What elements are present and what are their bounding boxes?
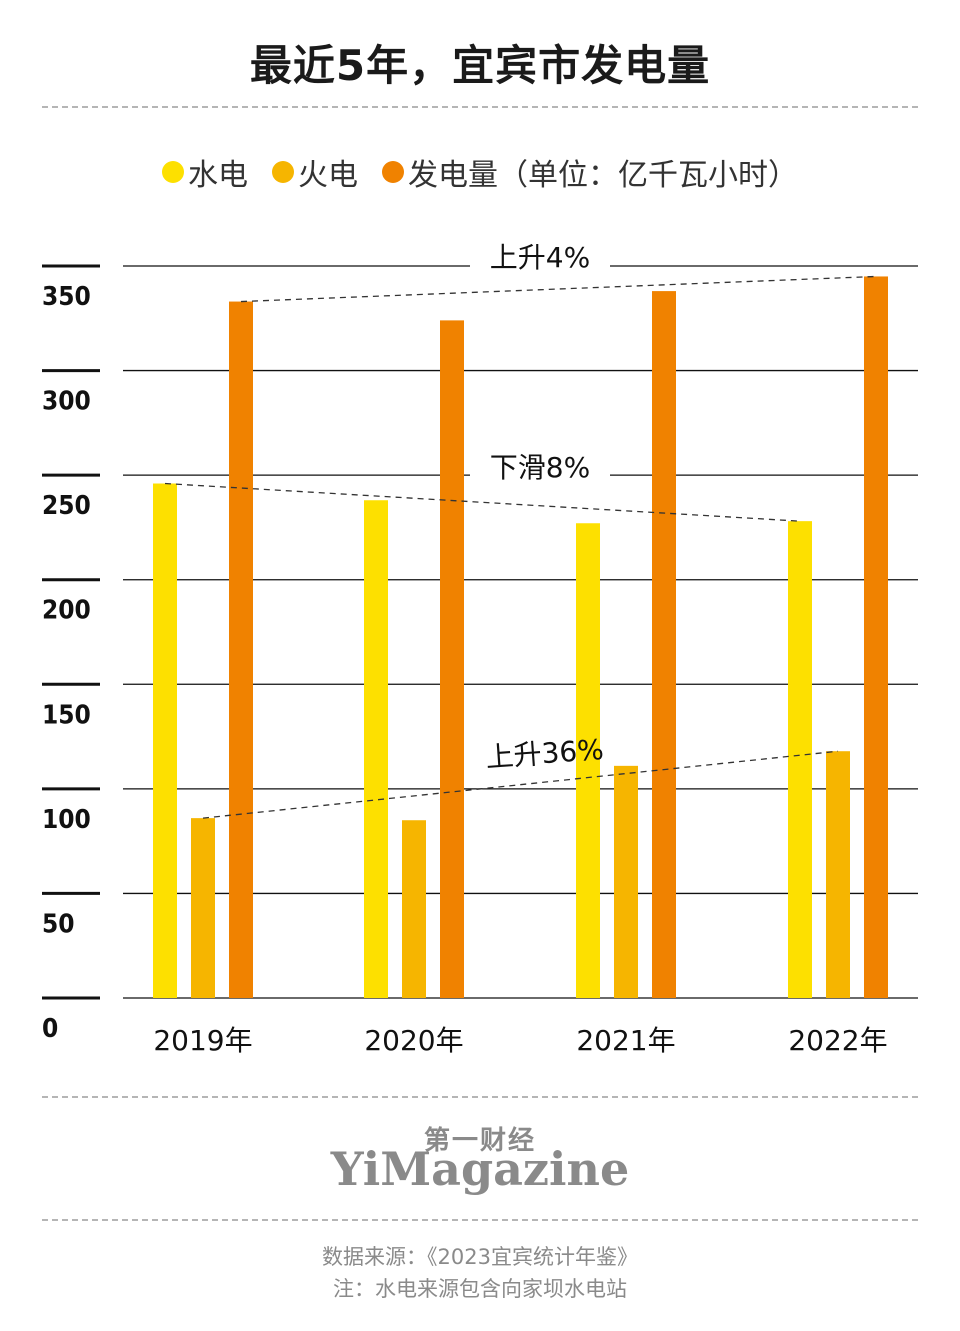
bar-thermal bbox=[614, 765, 638, 998]
x-tick-label: 2020年 bbox=[364, 1024, 463, 1057]
legend-item-thermal: 火电 bbox=[272, 150, 358, 194]
legend-item-hydro: 水电 bbox=[162, 150, 248, 194]
brand-logo-cn: 第一财经 bbox=[423, 1126, 536, 1156]
bottom-divider bbox=[42, 1219, 918, 1221]
y-tick-label: 300 bbox=[42, 387, 91, 417]
middle-divider bbox=[42, 1096, 918, 1098]
legend-dot-hydro bbox=[162, 161, 184, 183]
bar-hydro bbox=[788, 521, 812, 998]
trend-annotation: 下滑8% bbox=[490, 451, 590, 484]
trend-line bbox=[202, 750, 839, 819]
bar-thermal bbox=[191, 818, 215, 998]
trend-line bbox=[240, 275, 877, 303]
legend-label-hydro: 水电 bbox=[188, 158, 248, 193]
bar-hydro bbox=[153, 483, 177, 999]
trend-annotation: 上升4% bbox=[490, 241, 590, 274]
bar-thermal bbox=[826, 751, 850, 998]
brand-logo-en: YiMagazine bbox=[330, 1142, 630, 1196]
y-tick-label: 150 bbox=[42, 700, 91, 730]
bar-chart: 0 50 100 150 200 250 300 350 2019年 2020年 2021年 2022… bbox=[42, 232, 918, 1057]
legend-item-total: 发电量 （单位：亿千瓦小时） bbox=[382, 150, 798, 194]
y-tick-label: 200 bbox=[42, 596, 91, 626]
bar-total bbox=[440, 320, 464, 998]
y-tick-label: 50 bbox=[42, 909, 75, 939]
x-tick-label: 2022年 bbox=[788, 1024, 887, 1057]
chart-legend: 水电 火电 发电量 （单位：亿千瓦小时） bbox=[0, 150, 960, 194]
trend-line bbox=[164, 482, 801, 522]
bar-hydro bbox=[576, 523, 600, 998]
legend-label-total: 发电量 bbox=[408, 158, 498, 193]
legend-label-thermal: 火电 bbox=[298, 158, 358, 193]
bar-total bbox=[864, 276, 888, 998]
bar-thermal bbox=[402, 820, 426, 998]
bar-hydro bbox=[364, 500, 388, 998]
annotation-backdrop bbox=[470, 232, 610, 272]
y-tick-label: 350 bbox=[42, 282, 91, 312]
y-tick-label: 100 bbox=[42, 805, 91, 835]
legend-dot-thermal bbox=[272, 161, 294, 183]
legend-dot-total bbox=[382, 161, 404, 183]
bar-total bbox=[229, 301, 253, 998]
annotation-backdrop bbox=[470, 442, 610, 482]
footnote: 注：水电来源包含向家坝水电站 bbox=[333, 1277, 627, 1301]
top-divider bbox=[42, 106, 918, 108]
x-tick-label: 2021年 bbox=[576, 1024, 675, 1057]
chart-title: 最近5年，宜宾市发电量 bbox=[249, 41, 711, 90]
trend-annotation: 上升36% bbox=[485, 733, 605, 774]
y-tick-label: 250 bbox=[42, 491, 91, 521]
legend-unit: （单位：亿千瓦小时） bbox=[498, 158, 798, 193]
x-tick-label: 2019年 bbox=[153, 1024, 252, 1057]
data-source: 数据来源：《2023宜宾统计年鉴》 bbox=[322, 1245, 638, 1269]
y-tick-label: 0 bbox=[42, 1014, 58, 1044]
bar-total bbox=[652, 291, 676, 998]
